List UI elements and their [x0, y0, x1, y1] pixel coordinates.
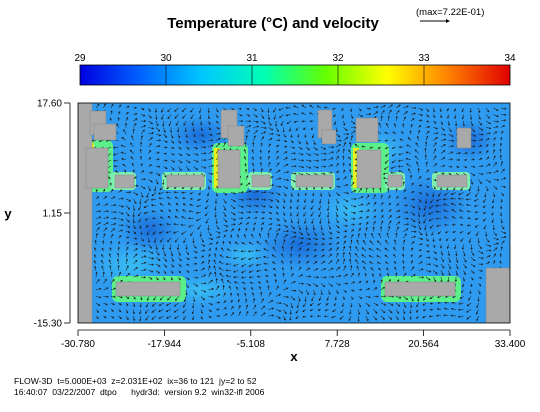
- velocity-scale-arrow: [420, 19, 450, 23]
- plot-frame: [77, 102, 511, 324]
- y-axis: 17.60 1.15 -15.30: [34, 99, 71, 330]
- obstacle: [436, 174, 468, 188]
- obstacle: [387, 174, 403, 188]
- x-tick-label: 33.400: [495, 339, 526, 350]
- obstacle: [227, 125, 245, 147]
- x-tick-label: 20.564: [408, 339, 439, 350]
- obstacle: [115, 281, 181, 297]
- max-velocity-label: (max=7.22E-01): [416, 7, 484, 18]
- obstacle: [384, 281, 456, 297]
- plot-area: [78, 103, 510, 323]
- run-info-line-1: FLOW-3D t=5.000E+03 z=2.031E+02 ix=36 to…: [14, 376, 257, 386]
- colorbar-tick-label: 30: [160, 53, 172, 64]
- run-info-line-2: 16:40:07 03/22/2007 dtpo hydr3d: version…: [14, 387, 265, 397]
- colorbar-tick-label: 33: [418, 53, 430, 64]
- y-tick-label: 17.60: [37, 99, 62, 110]
- run-info-footer: FLOW-3D t=5.000E+03 z=2.031E+02 ix=36 to…: [14, 376, 264, 398]
- cool-region: [260, 221, 340, 269]
- obstacle: [356, 149, 382, 189]
- obstacle: [456, 127, 472, 149]
- x-tick-label: 7.728: [325, 339, 350, 350]
- obstacles: [78, 103, 510, 323]
- warm-region: [320, 192, 380, 228]
- colorbar-tick-label: 31: [246, 53, 258, 64]
- colorbar-tick-label: 34: [504, 53, 516, 64]
- obstacle: [295, 174, 334, 188]
- warm-region: [223, 241, 267, 269]
- x-tick-label: -5.108: [237, 339, 266, 350]
- obstacle: [166, 174, 205, 188]
- y-axis-label: y: [4, 206, 12, 221]
- x-axis: -30.780 -17.944 -5.108 7.728 20.564 33.400: [61, 329, 526, 350]
- colorbar-tick-label: 29: [74, 53, 86, 64]
- y-tick-label: -15.30: [34, 319, 63, 330]
- x-tick-label: -17.944: [147, 339, 181, 350]
- obstacle: [251, 174, 271, 188]
- cool-region: [120, 208, 180, 252]
- y-tick-label: 1.15: [43, 209, 63, 220]
- obstacle: [321, 129, 337, 145]
- colorbar-tick-labels: 29 30 31 32 33 34: [74, 53, 516, 64]
- obstacle: [93, 123, 117, 141]
- obstacle: [78, 103, 93, 323]
- obstacle: [355, 117, 379, 143]
- obstacle: [217, 149, 241, 189]
- colorbar: [79, 64, 511, 86]
- colorbar-tick-label: 32: [332, 53, 344, 64]
- x-axis-label: x: [290, 349, 298, 364]
- obstacle: [85, 147, 109, 189]
- colorbar-dividers: [165, 65, 425, 85]
- chart-title: Temperature (°C) and velocity: [167, 15, 379, 32]
- obstacle: [485, 267, 510, 323]
- obstacle: [114, 174, 135, 189]
- x-tick-label: -30.780: [61, 339, 95, 350]
